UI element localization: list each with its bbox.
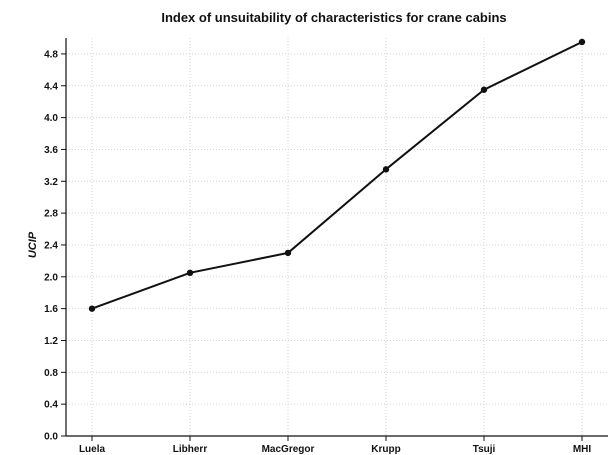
chart-title: Index of unsuitability of characteristic…	[161, 10, 506, 25]
data-points	[88, 38, 586, 312]
data-point	[88, 305, 96, 312]
y-tick-label: 1.2	[44, 336, 58, 347]
y-tick-label: 3.2	[44, 177, 58, 188]
y-tick-label: 4.8	[44, 49, 58, 60]
series-line	[91, 41, 583, 310]
y-ticks: 0.0 0.4 0.8 1.2 1.6 2.0 2.4 2.8 3.2 3.6 4.0 4.4 4.8	[44, 49, 66, 443]
y-tick-label: 0.0	[44, 432, 58, 443]
y-tick-label: 4.4	[44, 81, 58, 92]
y-tick-label: 0.8	[44, 368, 58, 379]
data-point	[284, 249, 292, 257]
y-tick-label: 1.6	[44, 304, 58, 315]
x-tick-label: Krupp	[371, 444, 400, 455]
axes	[65, 38, 608, 437]
grid-lines	[66, 38, 608, 436]
data-point	[480, 86, 488, 93]
x-tick-label: Luela	[79, 444, 106, 455]
x-tick-label: Libherr	[173, 444, 208, 455]
y-tick-label: 2.0	[44, 272, 58, 283]
data-point	[578, 38, 586, 46]
x-ticks: Luela Libherr MacGregor Krupp Tsuji MHI	[79, 436, 591, 455]
x-tick-label: Tsuji	[473, 444, 496, 455]
y-tick-label: 4.0	[44, 113, 58, 124]
x-tick-label: MacGregor	[262, 444, 315, 455]
y-axis-label: UCIP	[27, 231, 39, 258]
y-tick-label: 0.4	[44, 400, 58, 411]
y-tick-label: 3.6	[44, 145, 58, 156]
data-point	[186, 269, 194, 277]
x-tick-label: MHI	[573, 444, 592, 455]
y-tick-label: 2.4	[44, 240, 58, 251]
y-tick-label: 2.8	[44, 209, 58, 220]
data-point	[382, 166, 390, 173]
